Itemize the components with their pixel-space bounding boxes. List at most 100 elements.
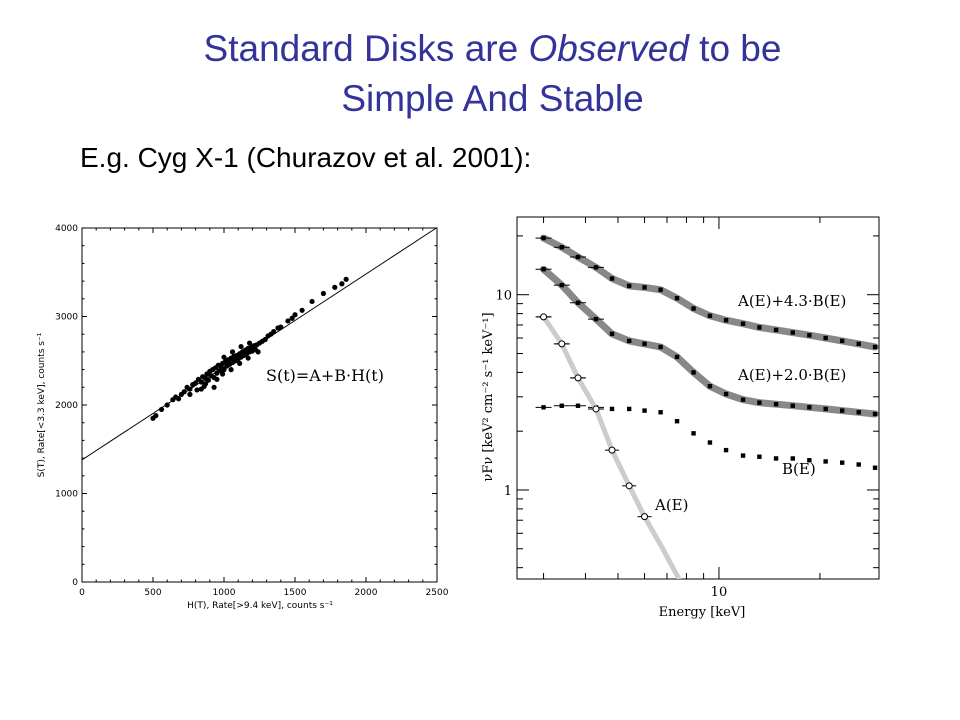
right-x-tick-label: 10: [711, 585, 728, 600]
slide-title: Standard Disks are Observed to be Simple…: [0, 24, 960, 124]
right-data-point: [807, 458, 812, 463]
right-data-point: [658, 344, 663, 350]
right-data-point: [658, 410, 663, 415]
right-data-point: [856, 341, 861, 347]
left-data-point: [292, 312, 298, 318]
right-model-curve: [540, 265, 879, 418]
title-line2: Simple And Stable: [341, 78, 644, 119]
right-data-point: [593, 265, 599, 270]
right-data-point: [757, 400, 762, 405]
left-data-point: [214, 376, 220, 382]
right-data-point: [674, 295, 680, 301]
right-data-point: [872, 411, 878, 417]
right-data-point-open: [592, 405, 600, 413]
left-data-point: [194, 387, 200, 393]
right-data-point: [839, 338, 845, 344]
left-x-tick-label: 1000: [213, 588, 236, 598]
right-data-point: [575, 254, 581, 260]
right-data-point: [757, 454, 762, 459]
left-y-tick-label: 2000: [55, 401, 78, 411]
left-data-point: [278, 324, 284, 330]
slide-subtitle: E.g. Cyg X-1 (Churazov et al. 2001):: [80, 142, 532, 173]
right-data-point-open: [641, 513, 649, 521]
left-y-tick-label: 3000: [55, 313, 78, 323]
right-data-point: [575, 403, 581, 408]
left-data-point: [205, 377, 211, 383]
right-plot-frame: [516, 216, 880, 580]
left-data-point: [228, 367, 234, 373]
left-y-tick-label: 0: [72, 578, 78, 588]
right-data-point: [691, 431, 696, 436]
left-x-tick-label: 0: [79, 588, 85, 598]
right-data-point: [674, 354, 680, 360]
right-data-point: [707, 383, 713, 389]
left-data-point: [285, 318, 291, 324]
left-data-point: [246, 340, 253, 346]
right-data-point: [593, 316, 599, 322]
right-data-point: [757, 325, 762, 330]
right-data-point: [707, 440, 713, 445]
right-data-point: [674, 419, 680, 424]
right-data-point: [626, 406, 632, 412]
right-series-label: A(E): [654, 496, 689, 514]
right-data-point: [691, 370, 696, 375]
right-data-point: [740, 397, 746, 402]
right-data-point: [541, 267, 546, 272]
right-data-point: [658, 287, 663, 292]
left-x-tick-label: 2000: [355, 588, 378, 598]
left-data-point: [221, 367, 227, 373]
left-data-point: [339, 281, 345, 287]
right-data-point: [790, 456, 795, 461]
left-chart: S(t)=A+B·H(t) H(T), Rate[>9.4 keV], coun…: [37, 224, 449, 611]
right-data-point: [740, 453, 746, 458]
left-x-tick-label: 1500: [284, 588, 307, 598]
left-data-point: [262, 336, 268, 343]
right-data-point: [807, 405, 812, 410]
right-data-point-open: [558, 340, 566, 348]
left-x-axis-label: H(T), Rate[>9.4 keV], counts s⁻¹: [187, 601, 333, 611]
left-data-point: [229, 349, 236, 355]
right-data-point: [559, 245, 564, 250]
left-data-point: [153, 413, 159, 419]
right-data-point: [839, 460, 845, 465]
right-data-point: [773, 456, 779, 461]
right-data-point: [773, 327, 779, 333]
right-data-point: [723, 391, 729, 397]
right-series-label: A(E)+4.3·B(E): [737, 292, 846, 310]
right-series-label: B(E): [782, 460, 816, 478]
title-line1-post: to be: [688, 28, 782, 69]
right-data-point: [541, 235, 546, 241]
left-data-point: [158, 406, 165, 413]
right-data-point: [823, 335, 828, 341]
left-data-point: [289, 315, 295, 321]
right-data-point: [642, 285, 647, 290]
right-data-point: [790, 330, 795, 335]
left-y-axis-label: S(T), Rate[<3.3 keV], counts s⁻¹: [37, 332, 47, 477]
right-data-point: [856, 410, 861, 415]
right-data-point-open: [608, 446, 616, 454]
left-plot-frame: [81, 227, 438, 583]
right-y-tick-label: 10: [495, 289, 512, 304]
right-data-point: [575, 300, 581, 305]
right-data-point: [642, 408, 647, 413]
right-series-label: A(E)+2.0·B(E): [737, 366, 846, 384]
right-data-point: [707, 313, 713, 318]
title-line1-pre: Standard Disks are: [203, 28, 529, 69]
right-chart: Energy [keV] νFν [keV² cm⁻² s⁻¹ keV⁻¹] 1…: [481, 216, 880, 620]
right-data-point-open: [574, 374, 582, 382]
left-data-point: [299, 307, 305, 313]
left-data-point: [309, 298, 315, 305]
left-data-point: [238, 343, 244, 350]
right-data-point: [691, 306, 696, 311]
left-data-point: [320, 290, 326, 297]
left-x-tick-label: 500: [144, 588, 161, 598]
left-y-tick-label: 1000: [55, 490, 78, 500]
right-data-point: [723, 318, 729, 323]
right-data-point: [856, 462, 861, 467]
left-data-point: [237, 360, 243, 367]
left-data-point: [175, 396, 182, 402]
left-data-point: [343, 276, 349, 282]
right-y-tick-label: 1: [504, 484, 512, 499]
right-data-point: [872, 344, 878, 350]
